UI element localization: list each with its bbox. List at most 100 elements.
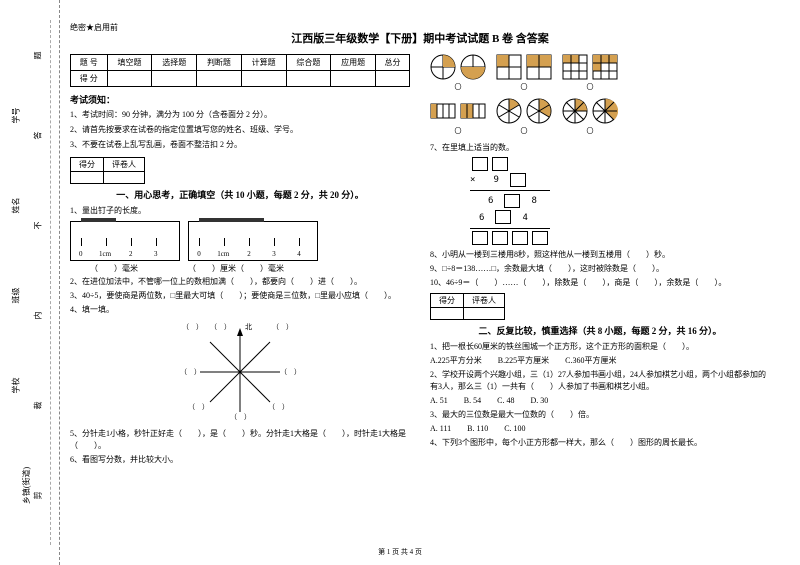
circle-icon [430, 54, 456, 80]
blank-box[interactable] [532, 231, 548, 245]
page-container: 乡镇(街道) 学校 班级 姓名 学号 剪 裁 内 不 答 题 绝密★启用前 江西… [0, 0, 800, 565]
compare-circle: 〇 [455, 82, 462, 92]
dotted-fold-line [50, 20, 51, 545]
frac-pair-4: 〇 [430, 98, 486, 136]
blank-box[interactable] [504, 194, 520, 208]
circle-icon [460, 54, 486, 80]
score-blank[interactable] [331, 71, 376, 87]
pie-icon [592, 98, 618, 124]
calc-rule [470, 228, 550, 229]
fraction-row-2: 〇 〇 〇 [430, 98, 770, 136]
score-h7: 应用题 [331, 55, 376, 71]
s2-q3-options: A. 111 B. 110 C. 100 [430, 423, 770, 435]
blank-box[interactable] [510, 173, 526, 187]
question-10: 10、46÷9＝（ ）……（ ），除数是（ ），商是（ ），余数是（ ）。 [430, 277, 770, 289]
compass-blank: （ ） [182, 322, 203, 332]
blank-box[interactable] [512, 231, 528, 245]
s2-q1-options: A.225平方分米 B.225平方厘米 C.360平方厘米 [430, 355, 770, 367]
margin-dash-1: 剪 [33, 492, 44, 500]
blank-box[interactable] [492, 157, 508, 171]
exam-title: 江西版三年级数学【下册】期中考试试题 B 卷 含答案 [70, 30, 770, 46]
square-icon [526, 54, 552, 80]
mini-blank[interactable] [431, 307, 464, 319]
page-footer: 第 1 页 共 4 页 [0, 547, 800, 557]
score-blank[interactable] [107, 71, 152, 87]
margin-label-id: 学号 [11, 108, 22, 124]
pie-icon [526, 98, 552, 124]
margin-label-class: 班级 [11, 288, 22, 304]
score-blank[interactable] [376, 71, 410, 87]
compare-circle: 〇 [587, 126, 594, 136]
nail-1 [81, 218, 116, 222]
question-2: 2、在进位加法中，不管哪一位上的数相加满（ ），都要向（ ）进（ ）。 [70, 276, 410, 288]
score-h6: 综合题 [286, 55, 331, 71]
compass-north: 北 [245, 322, 252, 332]
frac-pair-3: 〇 [562, 54, 618, 92]
calc-rule [470, 190, 550, 191]
compass-blank: （ ） [230, 412, 251, 422]
question-7: 7、在里填上适当的数。 [430, 142, 770, 154]
score-h1: 题 号 [71, 55, 108, 71]
compass-blank: （ ） [188, 402, 209, 412]
question-3: 3、40÷5，要使商是两位数，□里最大可填（ ）；要使商是三位数，□里最小应填（… [70, 290, 410, 302]
mini-c1: 得分 [431, 293, 464, 307]
compare-circle: 〇 [521, 82, 528, 92]
score-r1: 得 分 [71, 71, 108, 87]
score-h4: 判断题 [197, 55, 242, 71]
margin-dash-4: 不 [33, 222, 44, 230]
mini-c2: 评卷人 [464, 293, 505, 307]
compass-blank: （ ） [210, 322, 231, 332]
ruler-ans-1: （ ）毫米 [90, 263, 138, 274]
notice-1: 1、考试时间：90 分钟，满分为 100 分（含卷面分 2 分）。 [70, 109, 410, 122]
question-8: 8、小明从一楼到三楼用8秒，照这样他从一楼到五楼用（ ）秒。 [430, 249, 770, 261]
margin-dash-2: 裁 [33, 402, 44, 410]
mini-blank[interactable] [71, 172, 104, 184]
grader-table-2: 得分评卷人 [430, 293, 505, 320]
notice-2: 2、请首先按要求在试卷的指定位置填写您的姓名、班级、学号。 [70, 124, 410, 137]
notice-list: 1、考试时间：90 分钟，满分为 100 分（含卷面分 2 分）。 2、请首先按… [70, 109, 410, 151]
score-blank[interactable] [152, 71, 197, 87]
blank-box[interactable] [472, 231, 488, 245]
score-blank[interactable] [241, 71, 286, 87]
compass-blank: （ ） [280, 367, 301, 377]
blank-box[interactable] [495, 210, 511, 224]
s2-question-4: 4、下列3个图形中，每个小正方形都一样大，那么（ ）图形的周长最长。 [430, 437, 770, 449]
score-h2: 填空题 [107, 55, 152, 71]
compass-blank: （ ） [268, 402, 289, 412]
score-blank[interactable] [197, 71, 242, 87]
binding-margin: 乡镇(街道) 学校 班级 姓名 学号 剪 裁 内 不 答 题 [0, 0, 60, 565]
blank-box[interactable] [472, 157, 488, 171]
question-4: 4、填一填。 [70, 304, 410, 316]
compass-blank: （ ） [272, 322, 293, 332]
mini-c2: 评卷人 [104, 158, 145, 172]
bars-icon [430, 98, 456, 124]
nail-2 [199, 218, 264, 222]
ruler-answers: （ ）毫米 （ ）厘米（ ）毫米 [70, 263, 410, 274]
frac-pair-6: 〇 [562, 98, 618, 136]
frac-pair-1: 〇 [430, 54, 486, 92]
compass-blank: （ ） [180, 367, 201, 377]
content-columns: 题 号 填空题 选择题 判断题 计算题 综合题 应用题 总分 得 分 [70, 54, 770, 468]
margin-dash-3: 内 [33, 312, 44, 320]
compare-circle: 〇 [587, 82, 594, 92]
mini-blank[interactable] [464, 307, 505, 319]
s2-question-1: 1、把一根长60厘米的铁丝围城一个正方形，这个正方形的面积是（ ）。 [430, 341, 770, 353]
s2-question-2: 2、学校开设两个兴趣小组，三（1）27人参加书画小组，24人参加棋艺小组，两个小… [430, 369, 770, 393]
ruler-ans-2: （ ）厘米（ ）毫米 [188, 263, 284, 274]
notice-heading: 考试须知： [70, 93, 410, 106]
multiplication-work: × 9 6 8 6 4 [430, 156, 770, 247]
grid-icon [592, 54, 618, 80]
frac-pair-5: 〇 [496, 98, 552, 136]
section-1-title: 一、用心思考，正确填空（共 10 小题，每题 2 分，共 20 分）。 [70, 188, 410, 201]
section-2-title: 二、反复比较，慎重选择（共 8 小题，每题 2 分，共 16 分）。 [430, 324, 770, 337]
margin-label-school: 学校 [11, 378, 22, 394]
mini-blank[interactable] [104, 172, 145, 184]
margin-label-township: 乡镇(街道) [21, 467, 32, 504]
grader-table-1: 得分评卷人 [70, 157, 145, 184]
score-h8: 总分 [376, 55, 410, 71]
question-6: 6、看图写分数，并比较大小。 [70, 454, 410, 466]
score-h5: 计算题 [241, 55, 286, 71]
right-column: 〇 〇 〇 [430, 54, 770, 468]
blank-box[interactable] [492, 231, 508, 245]
score-blank[interactable] [286, 71, 331, 87]
